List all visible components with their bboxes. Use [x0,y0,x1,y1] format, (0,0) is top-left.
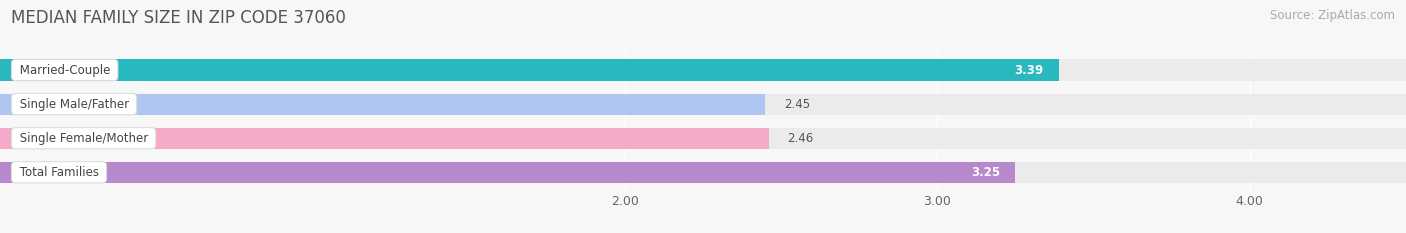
Bar [0,162,1015,183]
Bar [0,128,769,149]
Text: Single Female/Mother: Single Female/Mother [15,132,152,145]
Text: Total Families: Total Families [15,166,103,179]
Bar [0,59,1059,81]
Text: Single Male/Father: Single Male/Father [15,98,132,111]
Text: 3.39: 3.39 [1015,64,1043,76]
Text: MEDIAN FAMILY SIZE IN ZIP CODE 37060: MEDIAN FAMILY SIZE IN ZIP CODE 37060 [11,9,346,27]
Bar [0,93,1406,115]
Text: Source: ZipAtlas.com: Source: ZipAtlas.com [1270,9,1395,22]
Text: 2.45: 2.45 [785,98,810,111]
Text: 3.25: 3.25 [970,166,1000,179]
Bar [0,59,1406,81]
Text: Married-Couple: Married-Couple [15,64,114,76]
Bar [0,162,1406,183]
Bar [0,93,765,115]
Text: 2.46: 2.46 [787,132,814,145]
Bar [0,128,1406,149]
